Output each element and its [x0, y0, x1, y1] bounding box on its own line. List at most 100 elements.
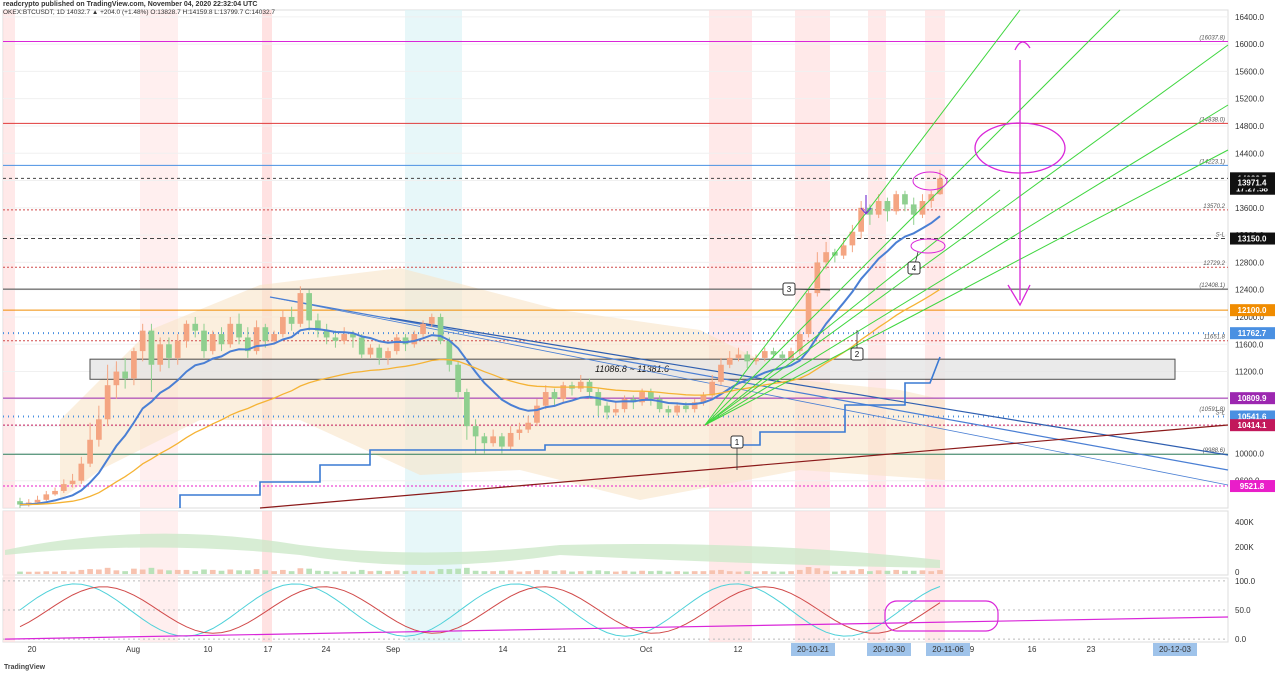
price-tag — [1230, 480, 1275, 493]
candle-body — [796, 334, 803, 352]
candle-body — [910, 204, 917, 215]
candle-body — [788, 351, 794, 358]
volume-bar — [753, 571, 759, 574]
volume-bar — [166, 570, 172, 574]
volume-bar — [306, 568, 312, 574]
candle-body — [236, 323, 242, 338]
candle-body — [884, 201, 891, 212]
candle-body — [683, 405, 689, 410]
candle-body — [902, 194, 908, 205]
volume-bar — [69, 571, 76, 574]
candle-body — [761, 351, 768, 358]
price-tag-label: 13150.0 — [1238, 235, 1267, 244]
volume-bar — [402, 571, 409, 574]
support-ellipse — [910, 238, 946, 254]
volume-bar — [280, 569, 286, 574]
highlight-zone — [709, 511, 752, 642]
candle-body — [227, 323, 234, 345]
volume-bar — [700, 571, 707, 574]
ema-slow-line — [19, 288, 941, 506]
candle-body — [52, 490, 58, 495]
price-tick-label: 12400.0 — [1235, 286, 1264, 295]
volume-bar — [560, 570, 567, 574]
volume-bar — [323, 571, 330, 574]
volume-bar — [656, 570, 663, 574]
volume-bar — [779, 571, 786, 574]
price-tick-label: 16000.0 — [1235, 40, 1264, 49]
candle-body — [192, 323, 199, 331]
price-tag — [1230, 176, 1275, 189]
x-tick-label: 17 — [264, 645, 273, 654]
candle-body — [551, 392, 558, 399]
volume-bar — [595, 570, 602, 574]
candle-body — [446, 340, 453, 365]
fan-line — [704, 104, 1229, 426]
price-tag-label: 12100.0 — [1238, 306, 1267, 315]
candle-body — [104, 385, 111, 420]
volume-bar — [551, 571, 558, 574]
level-label: 12729.2 — [1203, 261, 1225, 267]
fan-line — [704, 9, 1121, 426]
price-tick-label: 13600.0 — [1235, 204, 1264, 213]
volume-bar — [139, 569, 146, 574]
candle-body — [805, 293, 812, 335]
price-tag-label: 13971.4 — [1238, 178, 1267, 187]
volume-bar — [25, 571, 32, 574]
highlight-zone — [868, 10, 886, 508]
candle-body — [411, 334, 418, 345]
volume-bar — [393, 570, 400, 574]
volume-bar — [805, 567, 812, 574]
volume-bar — [446, 569, 453, 574]
volume-bar — [131, 568, 137, 574]
candle-body — [96, 419, 102, 440]
candle-body — [288, 316, 295, 324]
price-tick-label: 12000.0 — [1235, 313, 1264, 322]
candle-body — [157, 344, 164, 365]
volume-tick-label: 400K — [1235, 518, 1254, 527]
candle-body — [183, 323, 190, 341]
candle-body — [87, 439, 93, 464]
price-tick-label: 11200.0 — [1235, 368, 1264, 377]
volume-tick-label: 0 — [1235, 568, 1240, 577]
highlight-zone — [262, 10, 272, 508]
candle-body — [621, 398, 628, 410]
price-tick-label: 11600.0 — [1235, 340, 1264, 349]
candle-body — [507, 432, 514, 447]
candle-body — [393, 337, 400, 352]
volume-bar — [385, 571, 391, 574]
x-tick-highlight — [926, 643, 970, 656]
candle-body — [875, 201, 882, 215]
x-tick-label: 14 — [499, 645, 508, 654]
candle-body — [420, 323, 426, 335]
volume-bar — [665, 571, 672, 574]
volume-bar — [648, 571, 654, 574]
volume-bar — [788, 571, 794, 574]
x-tick-label: 21 — [558, 645, 567, 654]
callout-box — [850, 347, 864, 361]
candle-body — [166, 344, 172, 358]
price-tick-label: 15600.0 — [1235, 67, 1264, 76]
fan-line — [704, 44, 1229, 426]
volume-bar — [928, 571, 935, 574]
volume-bar — [630, 571, 637, 574]
price-tag-label: 10541.6 — [1238, 412, 1267, 421]
x-tick-label: Sep — [386, 645, 401, 654]
volume-tick-label: 200K — [1235, 543, 1254, 552]
level-label: (12408.1) — [1199, 283, 1225, 289]
volume-bar — [315, 570, 321, 574]
volume-bar — [525, 571, 532, 574]
volume-bar — [148, 567, 155, 574]
volume-bar — [43, 571, 50, 574]
volume-bar — [683, 571, 689, 574]
trend-line — [269, 296, 1229, 471]
candle-body — [709, 381, 716, 396]
candle-body — [542, 392, 549, 406]
fan-line — [704, 9, 1021, 426]
candle-body — [244, 337, 251, 352]
candle-body — [209, 334, 216, 352]
symbol-line: OKEX:BTCUSDT, 1D 14032.7 ▲ +204.0 (+1.48… — [3, 9, 276, 16]
candle-body — [735, 354, 742, 358]
x-tick-label: 20-10-21 — [797, 645, 830, 654]
candle-body — [490, 436, 496, 444]
